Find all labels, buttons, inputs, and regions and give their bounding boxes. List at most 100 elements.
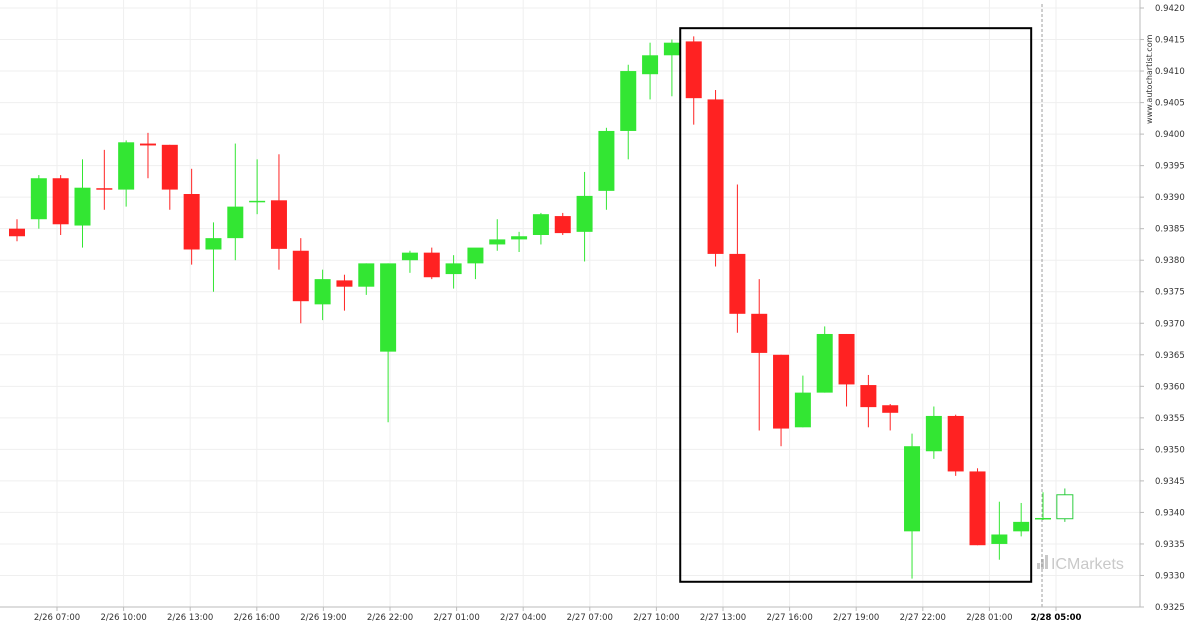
candle-body [489, 239, 506, 245]
candle-body [642, 55, 659, 75]
x-tick-label: 2/26 22:00 [367, 613, 413, 623]
candle-body [467, 247, 484, 264]
candle [576, 171, 593, 262]
site-watermark-text: www.autochartist.com [1145, 34, 1154, 124]
x-tick-label: 2/27 01:00 [433, 613, 479, 623]
candle [794, 375, 811, 428]
candle [642, 42, 659, 100]
candle-body [904, 446, 921, 532]
candle-body [9, 228, 25, 237]
candle-body [947, 415, 964, 472]
candle-body [30, 178, 47, 220]
y-tick-label: 0.9345 [1155, 477, 1185, 487]
candle [423, 247, 440, 280]
candle [532, 212, 549, 245]
candle-body [401, 252, 418, 261]
candle [729, 184, 746, 333]
y-tick-label: 0.9365 [1155, 351, 1185, 361]
candle [74, 159, 91, 248]
x-tick-label: 2/27 16:00 [766, 613, 812, 623]
candle-body [139, 143, 156, 146]
candle-body [751, 313, 768, 353]
candle [183, 168, 200, 265]
y-tick-label: 0.9420 [1155, 4, 1185, 14]
candle-body [685, 41, 702, 99]
y-tick-label: 0.9410 [1155, 67, 1185, 77]
y-tick-label: 0.9390 [1155, 193, 1185, 203]
x-tick-label: 2/26 13:00 [167, 613, 213, 623]
candle [838, 333, 855, 407]
axes: 0.9325 0.9330 0.9335 0.9340 0.9345 0.9350 0.93… [0, 0, 1185, 623]
x-tick-label: 2/26 07:00 [34, 613, 80, 623]
site-watermark: www.autochartist.com [1145, 34, 1154, 124]
y-tick-label: 0.9400 [1155, 130, 1185, 140]
candle [707, 89, 724, 267]
candle-body [969, 471, 986, 546]
x-tick-label: 2/27 10:00 [633, 613, 679, 623]
candle-body [1056, 494, 1074, 520]
candle [773, 354, 790, 447]
candle-body [707, 99, 724, 254]
x-tick-label: 2/27 19:00 [833, 613, 879, 623]
candle [663, 39, 680, 97]
candle-body [794, 392, 811, 428]
x-tick-label: 2/28 01:00 [966, 613, 1012, 623]
candle [511, 231, 528, 253]
candle-body [554, 216, 571, 234]
x-tick-label: 2/27 04:00 [500, 613, 546, 623]
grid-lines [0, 0, 1140, 608]
candle [1056, 488, 1074, 522]
candle-body [576, 195, 593, 232]
pattern-highlight-box [679, 27, 1033, 583]
candle-body [380, 263, 397, 352]
candle-body [663, 42, 680, 56]
y-tick-label: 0.9335 [1155, 540, 1185, 550]
candle-body [52, 178, 69, 225]
candle [9, 219, 25, 242]
y-tick-label: 0.9380 [1155, 256, 1185, 266]
candle-body [74, 187, 91, 226]
candle [139, 132, 156, 179]
candle [467, 247, 484, 280]
y-tick-label: 0.9385 [1155, 225, 1185, 235]
candle [925, 406, 942, 459]
candle-body [249, 200, 266, 203]
candle-body [183, 194, 200, 250]
candle [554, 212, 571, 235]
candle-body [314, 279, 331, 305]
y-tick-label: 0.9415 [1155, 36, 1185, 46]
candle [751, 279, 768, 431]
candle [380, 263, 397, 423]
y-tick-label: 0.9375 [1155, 288, 1185, 298]
candle-body [96, 188, 113, 190]
candle [816, 326, 833, 393]
candle-body [532, 214, 549, 235]
candle-body [358, 263, 375, 287]
y-tick-label: 0.9330 [1155, 571, 1185, 581]
candle-body [118, 142, 135, 190]
candle [991, 501, 1008, 560]
candle [292, 238, 309, 324]
candle-body [161, 144, 178, 190]
candle-body [445, 263, 462, 275]
candle [904, 433, 921, 579]
y-tick-label: 0.9355 [1155, 414, 1185, 424]
candle [685, 36, 702, 125]
candle [227, 143, 244, 261]
candle [401, 250, 418, 273]
x-tick-label: 2/28 05:00 [1031, 613, 1082, 623]
candle-body [729, 253, 746, 314]
y-tick-label: 0.9370 [1155, 319, 1185, 329]
candle [1035, 492, 1052, 520]
candle-body [991, 534, 1008, 544]
candle-body [423, 252, 440, 278]
candle-body [838, 333, 855, 385]
candle-body [773, 354, 790, 429]
candle-body [1035, 517, 1052, 520]
candle [205, 222, 222, 292]
candle [270, 154, 287, 270]
candle [598, 127, 615, 210]
candle-body [860, 385, 877, 408]
